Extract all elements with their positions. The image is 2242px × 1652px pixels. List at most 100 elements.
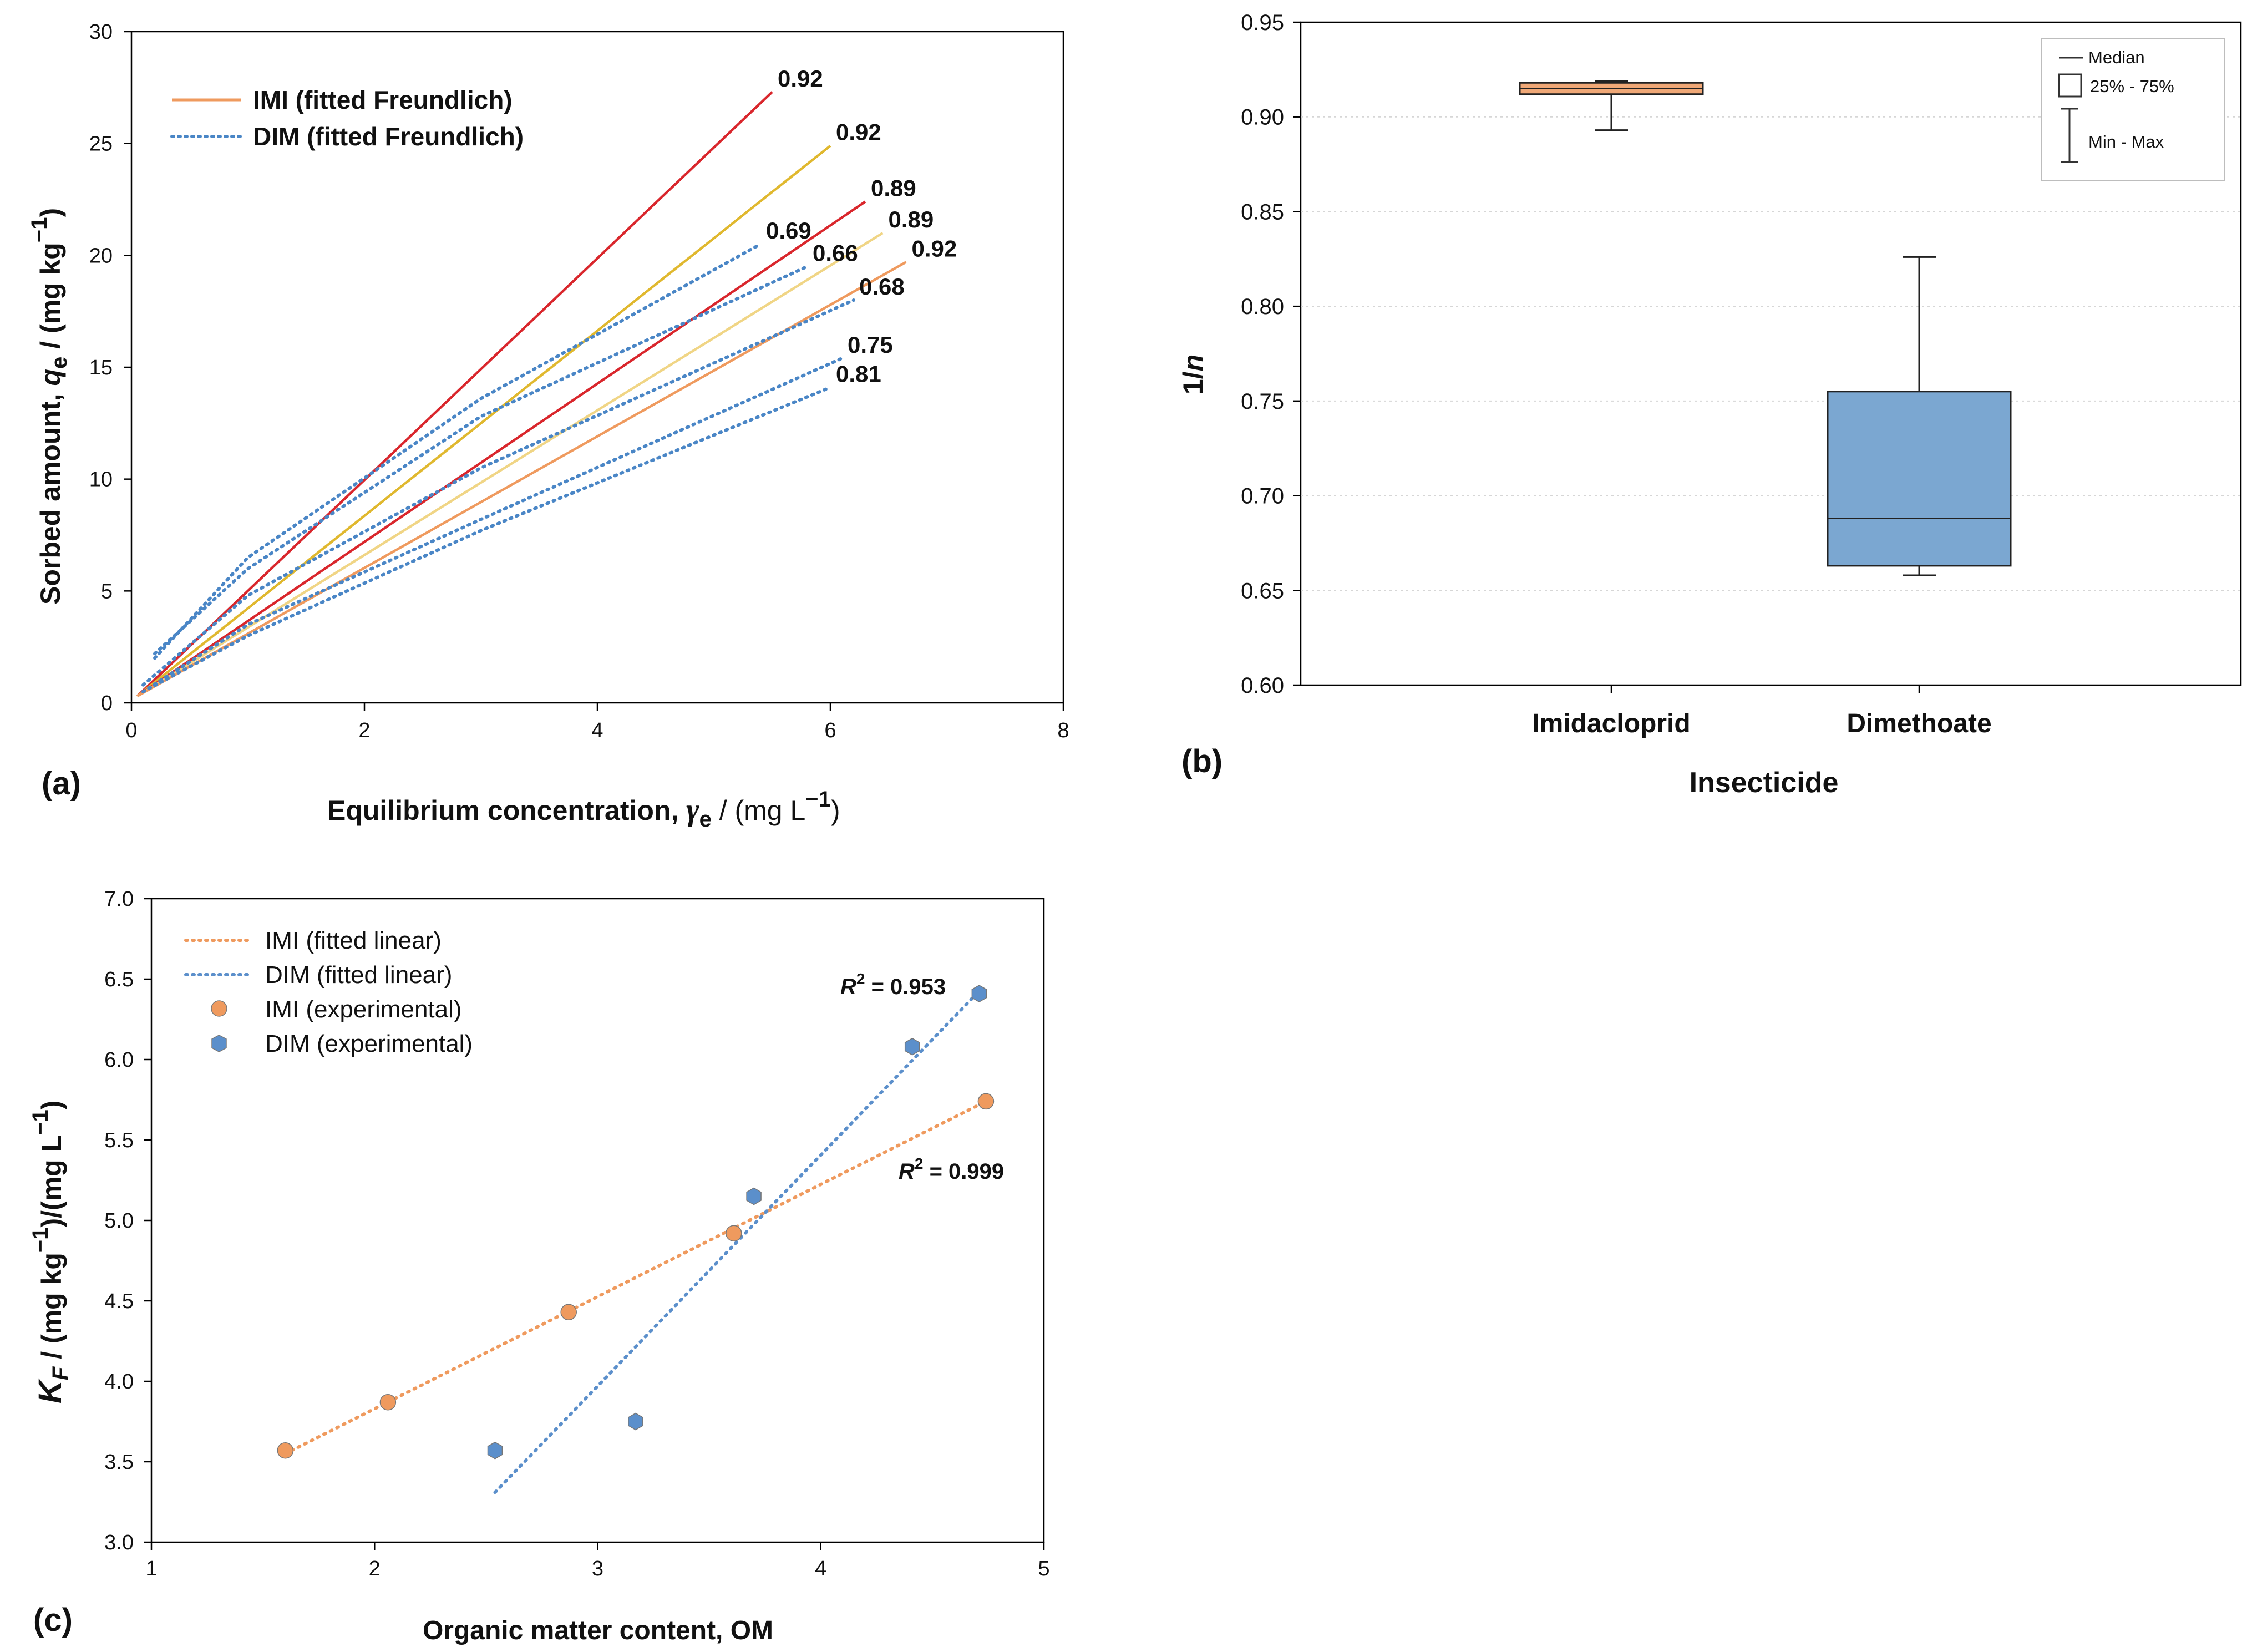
panel-a-x-tick-label: 6 xyxy=(824,719,836,742)
panel-a-x-tick-label: 8 xyxy=(1057,719,1069,742)
panel-a-y-tick-label: 10 xyxy=(89,468,113,491)
legend-label-imi-linear: IMI (fitted linear) xyxy=(265,927,442,954)
panel-a-series-imi-line xyxy=(136,261,907,697)
panel-c-point-dim xyxy=(971,985,987,1002)
legend-iqr-label: 25% - 75% xyxy=(2090,77,2174,96)
panel-c-x-tick-label: 2 xyxy=(369,1557,381,1580)
panel-c-y-tick-label: 4.0 xyxy=(104,1370,134,1393)
panel-a-series-value-label: 0.68 xyxy=(859,273,905,300)
panel-c-y-tick-label: 5.5 xyxy=(104,1129,134,1152)
panel-a-series-dim-line xyxy=(141,356,844,693)
panel-a-series-value-label: 0.81 xyxy=(836,361,881,387)
panel-c-r2-annotation-imi: R2 = 0.999 xyxy=(899,1155,1004,1184)
panel-c-fit-line-imi xyxy=(283,1099,988,1456)
panel-a-legend: IMI (fitted Freundlich) DIM (fitted Freu… xyxy=(170,85,524,151)
panel-c-y-tick-label: 6.5 xyxy=(104,968,134,991)
panel-c-y-tick-label: 3.0 xyxy=(104,1531,134,1554)
panel-a-series-dim-line xyxy=(141,386,832,693)
panel-c-y-tick-label: 4.5 xyxy=(104,1290,134,1313)
panel-c-series-group: R2 = 0.999 R2 = 0.953 xyxy=(277,970,1004,1494)
panel-b-y-tick-label: 0.90 xyxy=(1241,105,1284,130)
panel-a-series-imi-line xyxy=(136,200,866,697)
panel-b-y-tick-label: 0.65 xyxy=(1241,579,1284,603)
panel-c-y-tick-label: 3.5 xyxy=(104,1451,134,1474)
legend-label-imi-fitted: IMI (fitted Freundlich) xyxy=(253,85,513,114)
panel-c-x-tick-label: 1 xyxy=(145,1557,157,1580)
panel-c-point-imi xyxy=(560,1304,577,1321)
panel-b-x-axis-title: Insecticide xyxy=(1690,767,1839,799)
panel-a-series-value-label: 0.75 xyxy=(848,332,893,358)
legend-label-dim-fitted: DIM (fitted Freundlich) xyxy=(253,122,524,151)
panel-b-gridlines xyxy=(1301,116,2241,591)
panel-c-x-axis-title: Organic matter content, OM xyxy=(423,1616,773,1645)
panel-c-y-axis-title: KF / (mg kg−1)/(mg L−1) xyxy=(28,1101,73,1403)
panel-a-y-tick-label: 30 xyxy=(89,21,113,44)
panel-a-y-tick-label: 15 xyxy=(89,356,113,379)
panel-c-fit-line-dim xyxy=(493,987,983,1494)
panel-c-point-dim xyxy=(746,1187,762,1205)
panel-a-series-value-label: 0.92 xyxy=(836,119,881,145)
panel-b-x-tick-label: Dimethoate xyxy=(1847,709,1991,738)
panel-c-y-tick-label: 5.0 xyxy=(104,1209,134,1233)
legend-marker-imi-experimental xyxy=(211,1000,227,1017)
panel-b-plot-frame xyxy=(1300,21,2242,686)
legend-label-dim-experimental: DIM (experimental) xyxy=(265,1030,473,1057)
panel-a-series-imi-line xyxy=(136,232,884,697)
panel-a-x-tick-label: 2 xyxy=(358,719,370,742)
panel-b-y-tick-label: 0.80 xyxy=(1241,295,1284,319)
panel-a-series-value-label: 0.89 xyxy=(871,175,916,201)
panel-a-label: (a) xyxy=(42,766,81,802)
panel-b-y-axis-title: 1/n xyxy=(1178,354,1209,394)
panel-c-x-tick-label: 4 xyxy=(815,1557,826,1580)
panel-a-series-group: 0.92 0.92 0.89 0.89 0.92 0.690.660.68 0.75 0.81 xyxy=(136,65,957,697)
legend-iqr-swatch xyxy=(2058,73,2082,98)
panel-c-point-dim xyxy=(487,1441,503,1460)
panel-a-y-tick-label: 0 xyxy=(101,692,113,715)
panel-b-y-tick-label: 0.85 xyxy=(1241,200,1284,224)
panel-c-point-imi xyxy=(726,1225,742,1241)
panel-b-y-tick-label: 0.75 xyxy=(1241,389,1284,414)
panel-a-x-tick-label: 4 xyxy=(591,719,603,742)
panel-a-series-value-label: 0.89 xyxy=(889,206,934,232)
legend-median-label: Median xyxy=(2088,48,2145,67)
panel-a-y-axis-title: Sorbed amount, qe / (mg kg−1) xyxy=(27,208,72,605)
panel-a-series-value-label: 0.69 xyxy=(766,217,811,244)
panel-b-boxes-group xyxy=(1519,80,2012,576)
panel-c-point-imi xyxy=(379,1393,397,1411)
panel-a-y-tick-label: 25 xyxy=(89,133,113,156)
panel-a-series-imi-line xyxy=(136,91,773,697)
panel-a-axes-ticks: 0 2 4 6 8 0 5 10 15 20 25 30 xyxy=(89,21,1069,742)
panel-c-x-tick-label: 5 xyxy=(1038,1557,1049,1580)
legend-label-dim-linear: DIM (fitted linear) xyxy=(265,961,452,989)
panel-c-point-dim xyxy=(904,1037,920,1056)
panel-b-x-tick-label: Imidacloprid xyxy=(1532,709,1690,738)
panel-a-series-value-label: 0.92 xyxy=(912,235,957,261)
panel-c-r2-annotation-dim: R2 = 0.953 xyxy=(840,970,946,999)
panel-b-y-tick-label: 0.70 xyxy=(1241,484,1284,509)
panel-b-label: (b) xyxy=(1181,743,1223,779)
legend-marker-dim-experimental xyxy=(211,1035,227,1052)
panel-b-y-tick-label: 0.60 xyxy=(1241,673,1284,698)
panel-a-series-value-label: 0.92 xyxy=(778,65,823,92)
legend-label-imi-experimental: IMI (experimental) xyxy=(265,996,462,1023)
panel-a-y-tick-label: 5 xyxy=(101,580,113,603)
panel-a-series-dim-line xyxy=(141,298,855,687)
panel-b-boxplot: 0.60 0.65 0.70 0.75 0.80 0.85 0.90 0.95 Imidaclo… xyxy=(1178,11,2242,799)
panel-c-y-tick-label: 7.0 xyxy=(104,888,134,911)
panel-b-axes-ticks: 0.60 0.65 0.70 0.75 0.80 0.85 0.90 0.95 Imidaclo… xyxy=(1241,11,1992,738)
panel-c-x-tick-label: 3 xyxy=(592,1557,603,1580)
panel-c-legend: IMI (fitted linear) DIM (fitted linear) … xyxy=(184,927,473,1057)
panel-b-legend: Median 25% - 75% Min - Max xyxy=(2041,38,2225,181)
panel-a-y-tick-label: 20 xyxy=(89,244,113,267)
panel-a-series-dim-line xyxy=(153,242,762,660)
legend-minmax-label: Min - Max xyxy=(2088,132,2164,151)
panel-c-point-dim xyxy=(628,1412,643,1431)
panel-c-point-imi xyxy=(977,1093,995,1110)
panel-b-box-dimethoate xyxy=(1827,391,2012,567)
panel-a-series-dim-line xyxy=(153,265,809,656)
panel-a-x-tick-label: 0 xyxy=(125,719,137,742)
panel-b-y-tick-label: 0.95 xyxy=(1241,11,1284,35)
panel-a-series-value-label: 0.66 xyxy=(813,240,858,266)
